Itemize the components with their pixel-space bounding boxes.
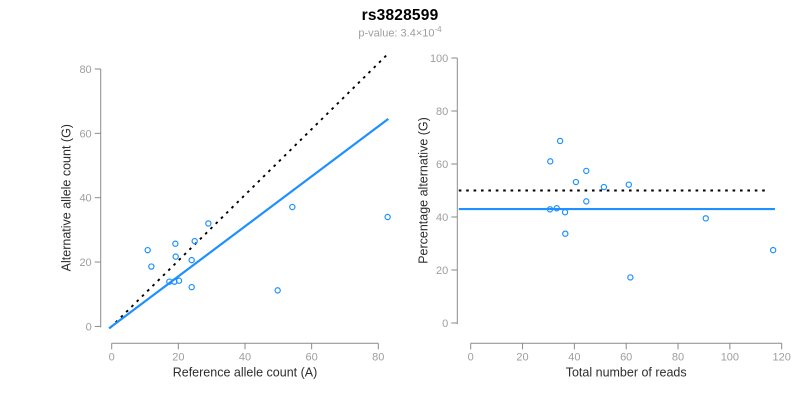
x-tick-label: 100: [721, 351, 739, 363]
x-axis-title: Total number of reads: [566, 365, 687, 379]
data-point: [205, 220, 212, 227]
data-point: [188, 256, 195, 264]
pvalue-exponent: -4: [434, 25, 442, 34]
data-point: [572, 178, 580, 186]
data-point: [175, 277, 183, 284]
x-tick-label: 0: [109, 351, 115, 363]
data-point: [191, 237, 198, 245]
pvalue-subtitle: p-value: 3.4×10-4: [0, 25, 800, 40]
pvalue-text: p-value: 3.4×10: [358, 27, 435, 40]
y-tick-label: 20: [79, 257, 91, 269]
data-point: [172, 253, 179, 260]
y-tick-label: 0: [442, 318, 448, 330]
y-tick-label: 40: [436, 212, 448, 224]
y-tick-label: 100: [430, 53, 448, 65]
x-tick-label: 120: [773, 351, 791, 363]
data-point: [553, 205, 560, 212]
data-point: [546, 206, 554, 213]
y-tick-label: 60: [436, 159, 448, 171]
data-point: [562, 230, 569, 237]
x-tick-label: 20: [516, 351, 528, 363]
y-tick-label: 20: [436, 265, 448, 277]
x-tick-label: 60: [306, 351, 318, 363]
x-tick-label: 0: [468, 351, 474, 363]
x-tick-label: 40: [239, 351, 251, 363]
y-axis-title: Percentage alternative (G): [416, 117, 430, 264]
y-axis-title: Alternative allele count (G): [60, 124, 74, 271]
data-point: [561, 209, 569, 216]
data-point: [289, 203, 296, 211]
y-tick-label: 80: [79, 64, 91, 76]
data-point: [148, 263, 155, 270]
data-point: [556, 137, 564, 145]
data-point: [583, 198, 590, 205]
x-tick-label: 40: [568, 351, 580, 363]
y-tick-label: 80: [436, 106, 448, 118]
data-point: [188, 283, 195, 291]
x-tick-label: 80: [672, 351, 684, 363]
data-point: [547, 158, 554, 165]
fit-line: [108, 117, 389, 330]
data-point: [769, 246, 777, 254]
x-axis-title: Reference allele count (A): [173, 365, 318, 379]
data-point: [583, 167, 590, 175]
y-tick-label: 0: [86, 321, 92, 333]
x-tick-label: 20: [172, 351, 184, 363]
data-point: [384, 213, 391, 221]
y-tick-label: 40: [79, 193, 91, 205]
y-tick-label: 60: [79, 128, 91, 140]
x-tick-label: 60: [620, 351, 632, 363]
data-point: [144, 246, 151, 254]
x-tick-label: 80: [372, 351, 384, 363]
data-point: [625, 181, 632, 188]
figure-title: rs3828599: [361, 7, 439, 24]
data-point: [274, 287, 281, 294]
data-point: [600, 183, 608, 191]
data-point: [627, 274, 634, 281]
identity-line: [109, 54, 388, 329]
data-point: [702, 215, 709, 222]
data-point: [172, 240, 179, 247]
